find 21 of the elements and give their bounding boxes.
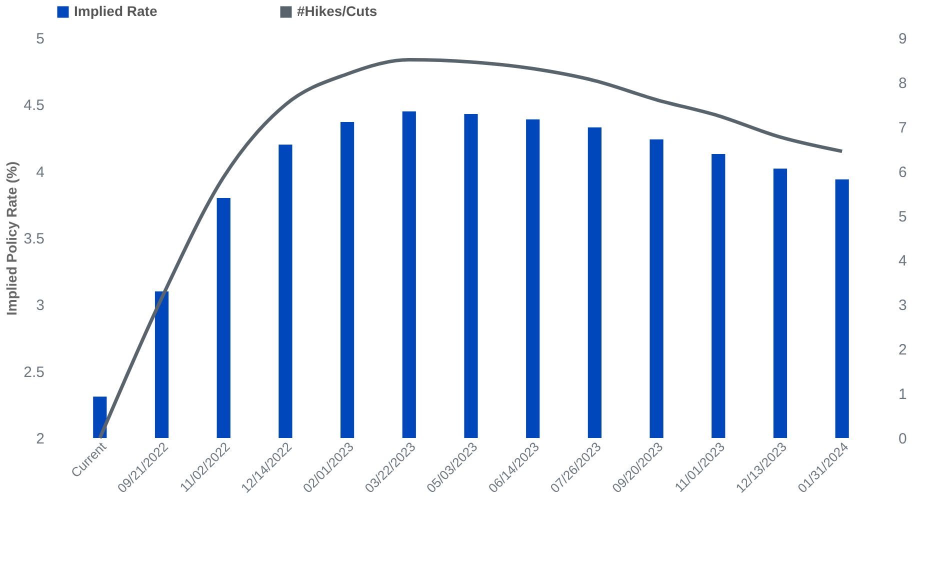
y2-tick-label: 0 [898,430,907,448]
y2-tick-label: 9 [898,30,907,48]
y2-tick-label: 8 [898,74,907,92]
y-tick-label: 5 [36,30,44,48]
y-tick-label: 2 [36,430,44,448]
y2-tick-label: 2 [898,342,907,359]
y-tick-label: 2.5 [24,364,44,381]
legend-label: #Hikes/Cuts [297,3,378,19]
y2-tick-label: 5 [898,208,907,226]
line-series [98,58,844,440]
y2-tick-label: 6 [898,164,907,181]
y-tick-label: 4 [36,164,44,181]
y-tick-label: 4.5 [24,97,44,114]
y2-tick-label: 7 [898,119,907,136]
y-axis-title: Implied Policy Rate (%) [4,161,20,316]
y2-tick-label: 3 [898,297,907,314]
y2-tick-label: 4 [898,252,907,270]
y-tick-label: 3.5 [24,230,44,248]
y2-tick-label: 1 [898,386,907,404]
y-tick-label: 3 [36,297,44,314]
legend-label: Implied Rate [74,3,158,19]
